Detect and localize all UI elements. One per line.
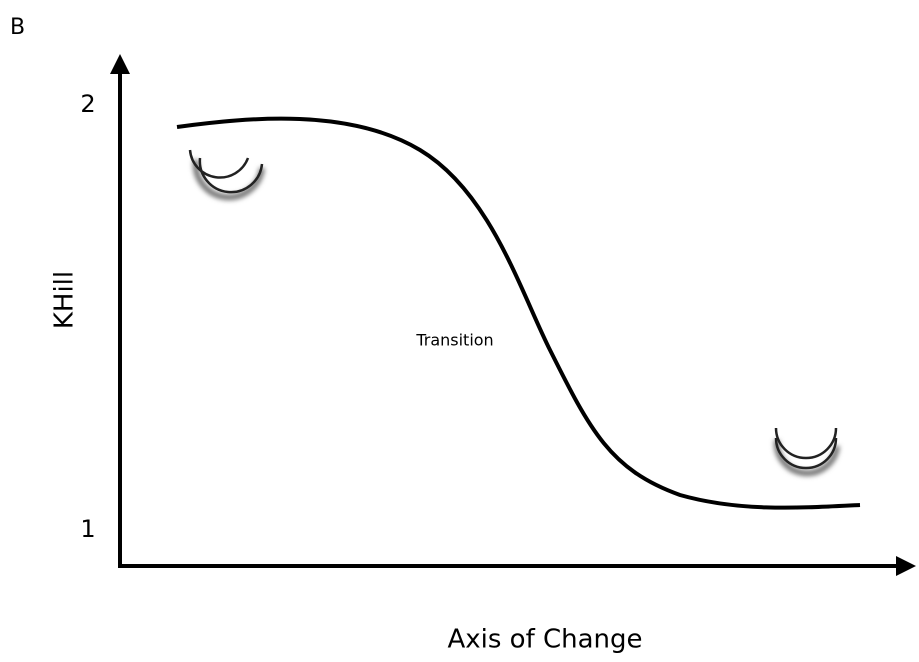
x-axis-label: Axis of Change (447, 625, 642, 655)
annotation: Transition (415, 331, 493, 350)
curve (176, 116, 861, 510)
landscape-icon (188, 149, 265, 201)
landscape-icon (773, 427, 840, 477)
y-bottom-label: 1 (80, 515, 95, 543)
panel-label: B (10, 15, 25, 40)
y-top-label: 2 (80, 90, 95, 118)
y-axis-label: KHill (50, 271, 80, 329)
